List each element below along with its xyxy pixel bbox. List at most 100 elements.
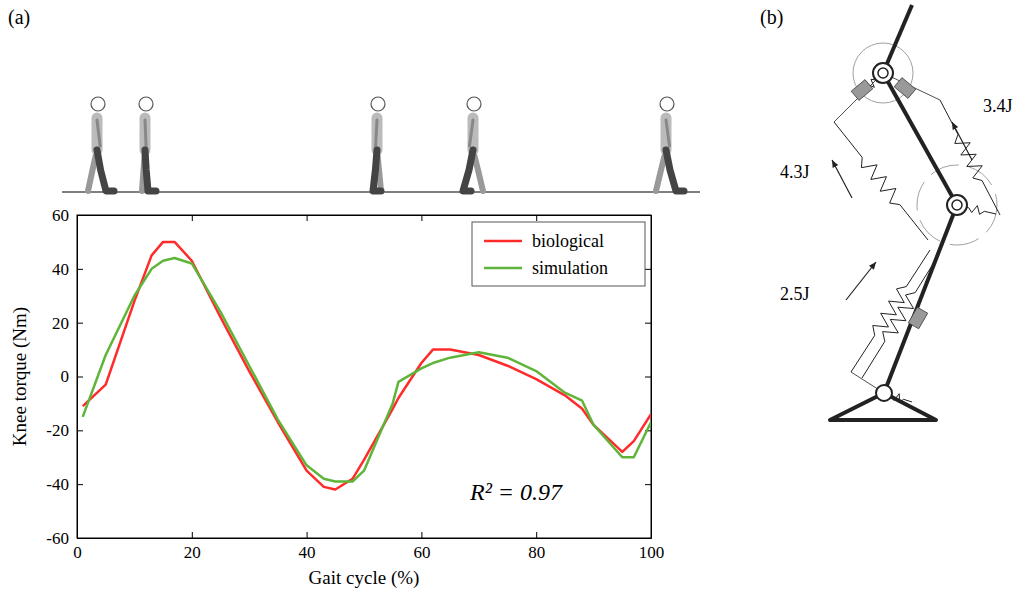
walker-head xyxy=(660,97,674,111)
tick xyxy=(645,484,651,485)
walker-arm xyxy=(97,120,100,146)
tick-label: 40 xyxy=(52,260,69,279)
walker-torso xyxy=(372,118,383,150)
tick-mark xyxy=(77,430,83,431)
tick: 80 xyxy=(528,532,545,562)
tick-label: -40 xyxy=(46,475,69,494)
walker-leg-dark xyxy=(97,150,114,191)
axis-line xyxy=(651,216,652,539)
walker-figure xyxy=(139,97,156,191)
tick xyxy=(645,215,651,216)
tick-mark xyxy=(645,269,651,270)
tick: -40 xyxy=(46,475,83,494)
walker-figure xyxy=(656,97,684,191)
x-axis: 020406080100 xyxy=(73,532,664,562)
clutch xyxy=(851,80,873,101)
walker-figure xyxy=(371,97,385,191)
tick-mark xyxy=(77,323,83,324)
tick-mark xyxy=(192,215,193,221)
tick-mark xyxy=(77,269,83,270)
tick-mark xyxy=(645,215,651,216)
tick xyxy=(307,215,308,221)
legend-label: biological xyxy=(532,231,604,251)
plot-frame xyxy=(77,215,651,538)
tick-mark xyxy=(645,323,651,324)
walker-arm xyxy=(376,120,377,146)
energy-label: 3.4J xyxy=(983,96,1013,116)
walker-head xyxy=(467,97,481,111)
tick xyxy=(645,269,651,270)
tick-label: 60 xyxy=(413,543,430,562)
arrow-head xyxy=(832,160,838,168)
walking-figures xyxy=(62,97,700,192)
tick xyxy=(192,215,193,221)
arrow-shaft xyxy=(846,262,876,300)
tick: 0 xyxy=(61,367,84,386)
spring xyxy=(851,250,930,372)
tick-label: 20 xyxy=(184,543,201,562)
shank-link xyxy=(884,205,957,393)
knee-ring xyxy=(917,165,997,245)
tick-mark xyxy=(307,215,308,221)
clutch xyxy=(908,307,927,329)
panel-letter: (a) xyxy=(8,6,30,29)
tick-mark xyxy=(645,377,651,378)
walker-figure xyxy=(88,97,114,191)
tick-mark xyxy=(645,484,651,485)
clutch xyxy=(894,78,916,99)
walker-arm xyxy=(145,120,146,146)
x-axis-title: Gait cycle (%) xyxy=(309,567,420,589)
spring xyxy=(834,122,928,240)
tick: 20 xyxy=(52,314,83,333)
tick-mark xyxy=(645,538,651,539)
joint xyxy=(873,63,893,83)
tick-label: 20 xyxy=(52,314,69,333)
tick-label: -60 xyxy=(46,529,69,548)
legend-box xyxy=(472,222,645,286)
tick-label: 100 xyxy=(639,543,665,562)
tick xyxy=(645,538,651,539)
tick: 40 xyxy=(52,260,83,279)
walker-torso xyxy=(661,118,672,150)
tick-label: 60 xyxy=(52,206,69,225)
legend-swatch xyxy=(484,240,522,243)
tick-mark xyxy=(77,484,83,485)
tick-mark xyxy=(536,215,537,221)
tick-mark xyxy=(77,377,83,378)
arrow-head xyxy=(952,122,958,130)
tick xyxy=(645,377,651,378)
tick: 20 xyxy=(184,532,201,562)
spring xyxy=(862,256,938,378)
arrow-shaft xyxy=(832,160,852,198)
axis-line xyxy=(78,215,652,216)
tick: -20 xyxy=(46,421,83,440)
walker-leg-dark xyxy=(373,150,381,191)
legend: biologicalsimulation xyxy=(472,222,645,286)
tick: 60 xyxy=(52,206,83,225)
x-axis-top xyxy=(78,215,652,221)
tick-mark xyxy=(421,532,422,538)
joint-pin xyxy=(878,68,888,78)
energy-label: 2.5J xyxy=(780,284,810,304)
tick-mark xyxy=(77,538,83,539)
series-line xyxy=(83,258,651,481)
walker-head xyxy=(91,97,105,111)
tick-mark xyxy=(421,215,422,221)
energy-label: 4.3J xyxy=(780,162,810,182)
thigh-link xyxy=(883,73,957,205)
arrow-head xyxy=(869,262,876,270)
y-axis: -60 -40 -20 0 20 40 60 xyxy=(46,206,83,548)
tick-mark xyxy=(77,215,83,216)
tick-label: 40 xyxy=(299,543,316,562)
tick xyxy=(421,215,422,221)
walker-torso xyxy=(92,118,103,150)
y-axis-title: Knee torque (Nm) xyxy=(9,307,31,446)
walker-head xyxy=(139,97,153,111)
trunk-link xyxy=(883,5,912,73)
walker-torso xyxy=(140,118,151,150)
tick-label: 80 xyxy=(528,543,545,562)
legend-swatch xyxy=(484,267,522,270)
tick-mark xyxy=(307,532,308,538)
walker-head xyxy=(371,97,385,111)
walker-leg-dark xyxy=(463,150,473,191)
